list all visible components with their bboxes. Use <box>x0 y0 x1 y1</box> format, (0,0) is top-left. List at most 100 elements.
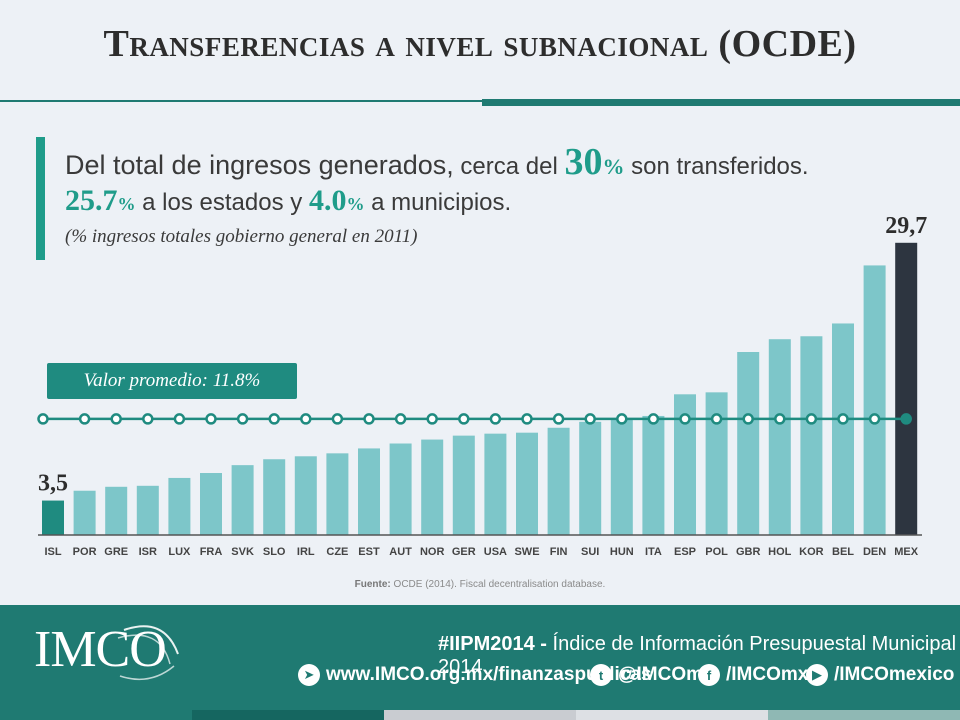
headline-accent-bar <box>36 137 45 260</box>
average-marker <box>37 413 49 425</box>
headline-pct-muni: % <box>346 194 365 214</box>
link-website[interactable]: ➤ www.IMCO.org.mx/finanzaspublicas <box>298 664 652 686</box>
headline-note: (% ingresos totales gobierno general en … <box>65 226 418 247</box>
tick-label-est: EST <box>358 546 380 558</box>
bar-den <box>863 265 886 535</box>
tick-label-irl: IRL <box>297 546 315 558</box>
headline-block: Del total de ingresos generados, cerca d… <box>65 140 945 248</box>
average-marker <box>616 413 628 425</box>
average-marker <box>868 413 881 425</box>
bar-hun <box>610 418 633 535</box>
average-marker <box>110 413 122 425</box>
tick-label-aut: AUT <box>389 546 412 558</box>
bar-usa <box>484 433 507 535</box>
average-marker <box>458 413 470 425</box>
tick-label-lux: LUX <box>168 546 191 558</box>
headline-part-1: Del total de ingresos generados, <box>65 150 454 180</box>
title-divider-thick <box>482 99 960 106</box>
tick-label-den: DEN <box>863 546 886 558</box>
bar-pol <box>705 392 728 535</box>
tick-label-nor: NOR <box>420 546 445 558</box>
youtube-icon: ▶ <box>806 664 828 686</box>
link-twitter[interactable]: t @IMCOmx <box>590 664 714 686</box>
source-note: Fuente: OCDE (2014). Fiscal decentralisa… <box>0 579 960 590</box>
average-marker <box>679 413 691 425</box>
headline-part-2: cerca del <box>453 153 565 180</box>
twitter-icon: t <box>590 664 612 686</box>
tick-label-gbr: GBR <box>736 546 761 558</box>
telegram-icon: ➤ <box>298 664 320 686</box>
bar-bel <box>832 323 854 535</box>
average-marker <box>647 413 660 425</box>
tick-label-swe: SWE <box>514 546 539 558</box>
bar-hol <box>768 339 791 535</box>
bar-ita <box>642 415 665 535</box>
average-marker <box>78 413 91 425</box>
tick-label-ita: ITA <box>645 546 662 558</box>
headline-pct-states: % <box>117 194 136 214</box>
average-marker <box>426 413 438 425</box>
bar-chart: ISL 3,5 POR GRE ISR LUX FRA SVK SLO IRL CZE EST AUT N… <box>37 213 927 558</box>
link-facebook-text[interactable]: /IMCOmx <box>726 664 809 685</box>
bar-mex <box>895 242 918 535</box>
headline-num-states: 25.7 <box>65 184 118 217</box>
footer-band <box>0 605 960 715</box>
facebook-icon: f <box>698 664 720 686</box>
tick-label-por: POR <box>73 546 97 558</box>
headline-part-4: a los estados y <box>135 189 309 216</box>
bar-aut <box>389 443 412 535</box>
tick-label-hol: HOL <box>768 546 792 558</box>
bar-irl <box>294 456 317 535</box>
bar-gre <box>105 486 128 535</box>
source-label: Fuente: <box>354 579 391 590</box>
link-youtube-text[interactable]: /IMCOmexico <box>834 664 955 685</box>
average-marker <box>236 413 249 425</box>
bar-por <box>73 490 96 535</box>
page-title: Transferencias a nivel subnacional (OCDE… <box>103 23 857 65</box>
average-marker <box>900 413 912 425</box>
average-marker <box>742 413 754 425</box>
headline-part-3: son transferidos. <box>624 153 809 180</box>
average-marker <box>268 413 280 425</box>
average-marker <box>363 413 375 425</box>
bar-isr <box>136 485 159 535</box>
bar-lux <box>168 477 191 535</box>
tick-label-gre: GRE <box>104 546 128 558</box>
footer-color-strip <box>0 710 960 720</box>
tick-label-fra: FRA <box>200 546 223 558</box>
average-marker <box>805 413 818 425</box>
bar-nor <box>421 439 444 535</box>
average-marker <box>837 413 849 425</box>
link-facebook[interactable]: f/IMCOmx <box>698 664 808 686</box>
tick-label-bel: BEL <box>832 546 854 558</box>
link-youtube[interactable]: ▶ /IMCOmexico <box>806 664 954 686</box>
bar-kor <box>800 336 823 535</box>
link-website-text[interactable]: www.IMCO.org.mx/finanzaspublicas <box>326 664 652 685</box>
source-text: OCDE (2014). Fiscal decentralisation dat… <box>393 579 606 590</box>
footer-tagline-text: Índice de Información Presupuestal Munic… <box>438 633 957 678</box>
bar-svk <box>231 465 254 535</box>
bar-ger <box>452 435 475 535</box>
link-twitter-text[interactable]: @IMCOmx <box>618 664 714 685</box>
bar-est <box>358 448 380 535</box>
headline-pct: % <box>602 154 625 179</box>
average-marker <box>489 413 502 425</box>
tick-label-fin: FIN <box>550 546 568 558</box>
bar-swe <box>516 432 538 535</box>
tick-label-mex: MEX <box>894 546 919 558</box>
footer-tagline: #IIPM2014 - Índice de Información Presup… <box>438 633 960 679</box>
average-marker <box>584 413 596 425</box>
footer-hashtag: #IIPM2014 - <box>438 633 547 655</box>
tick-label-usa: USA <box>484 546 507 558</box>
headline-num-muni: 4.0 <box>308 184 347 217</box>
bar-sui <box>579 421 602 535</box>
average-marker <box>710 413 723 425</box>
headline-line-1: Del total de ingresos generados, cerca d… <box>65 140 945 184</box>
data-label-mex: 29,7 <box>885 213 927 239</box>
tick-label-isr: ISR <box>139 546 157 558</box>
headline-part-5: a municipios. <box>364 189 512 216</box>
tick-label-pol: POL <box>705 546 728 558</box>
bar-esp <box>674 394 696 535</box>
average-marker <box>521 413 533 425</box>
tick-label-ger: GER <box>452 546 476 558</box>
